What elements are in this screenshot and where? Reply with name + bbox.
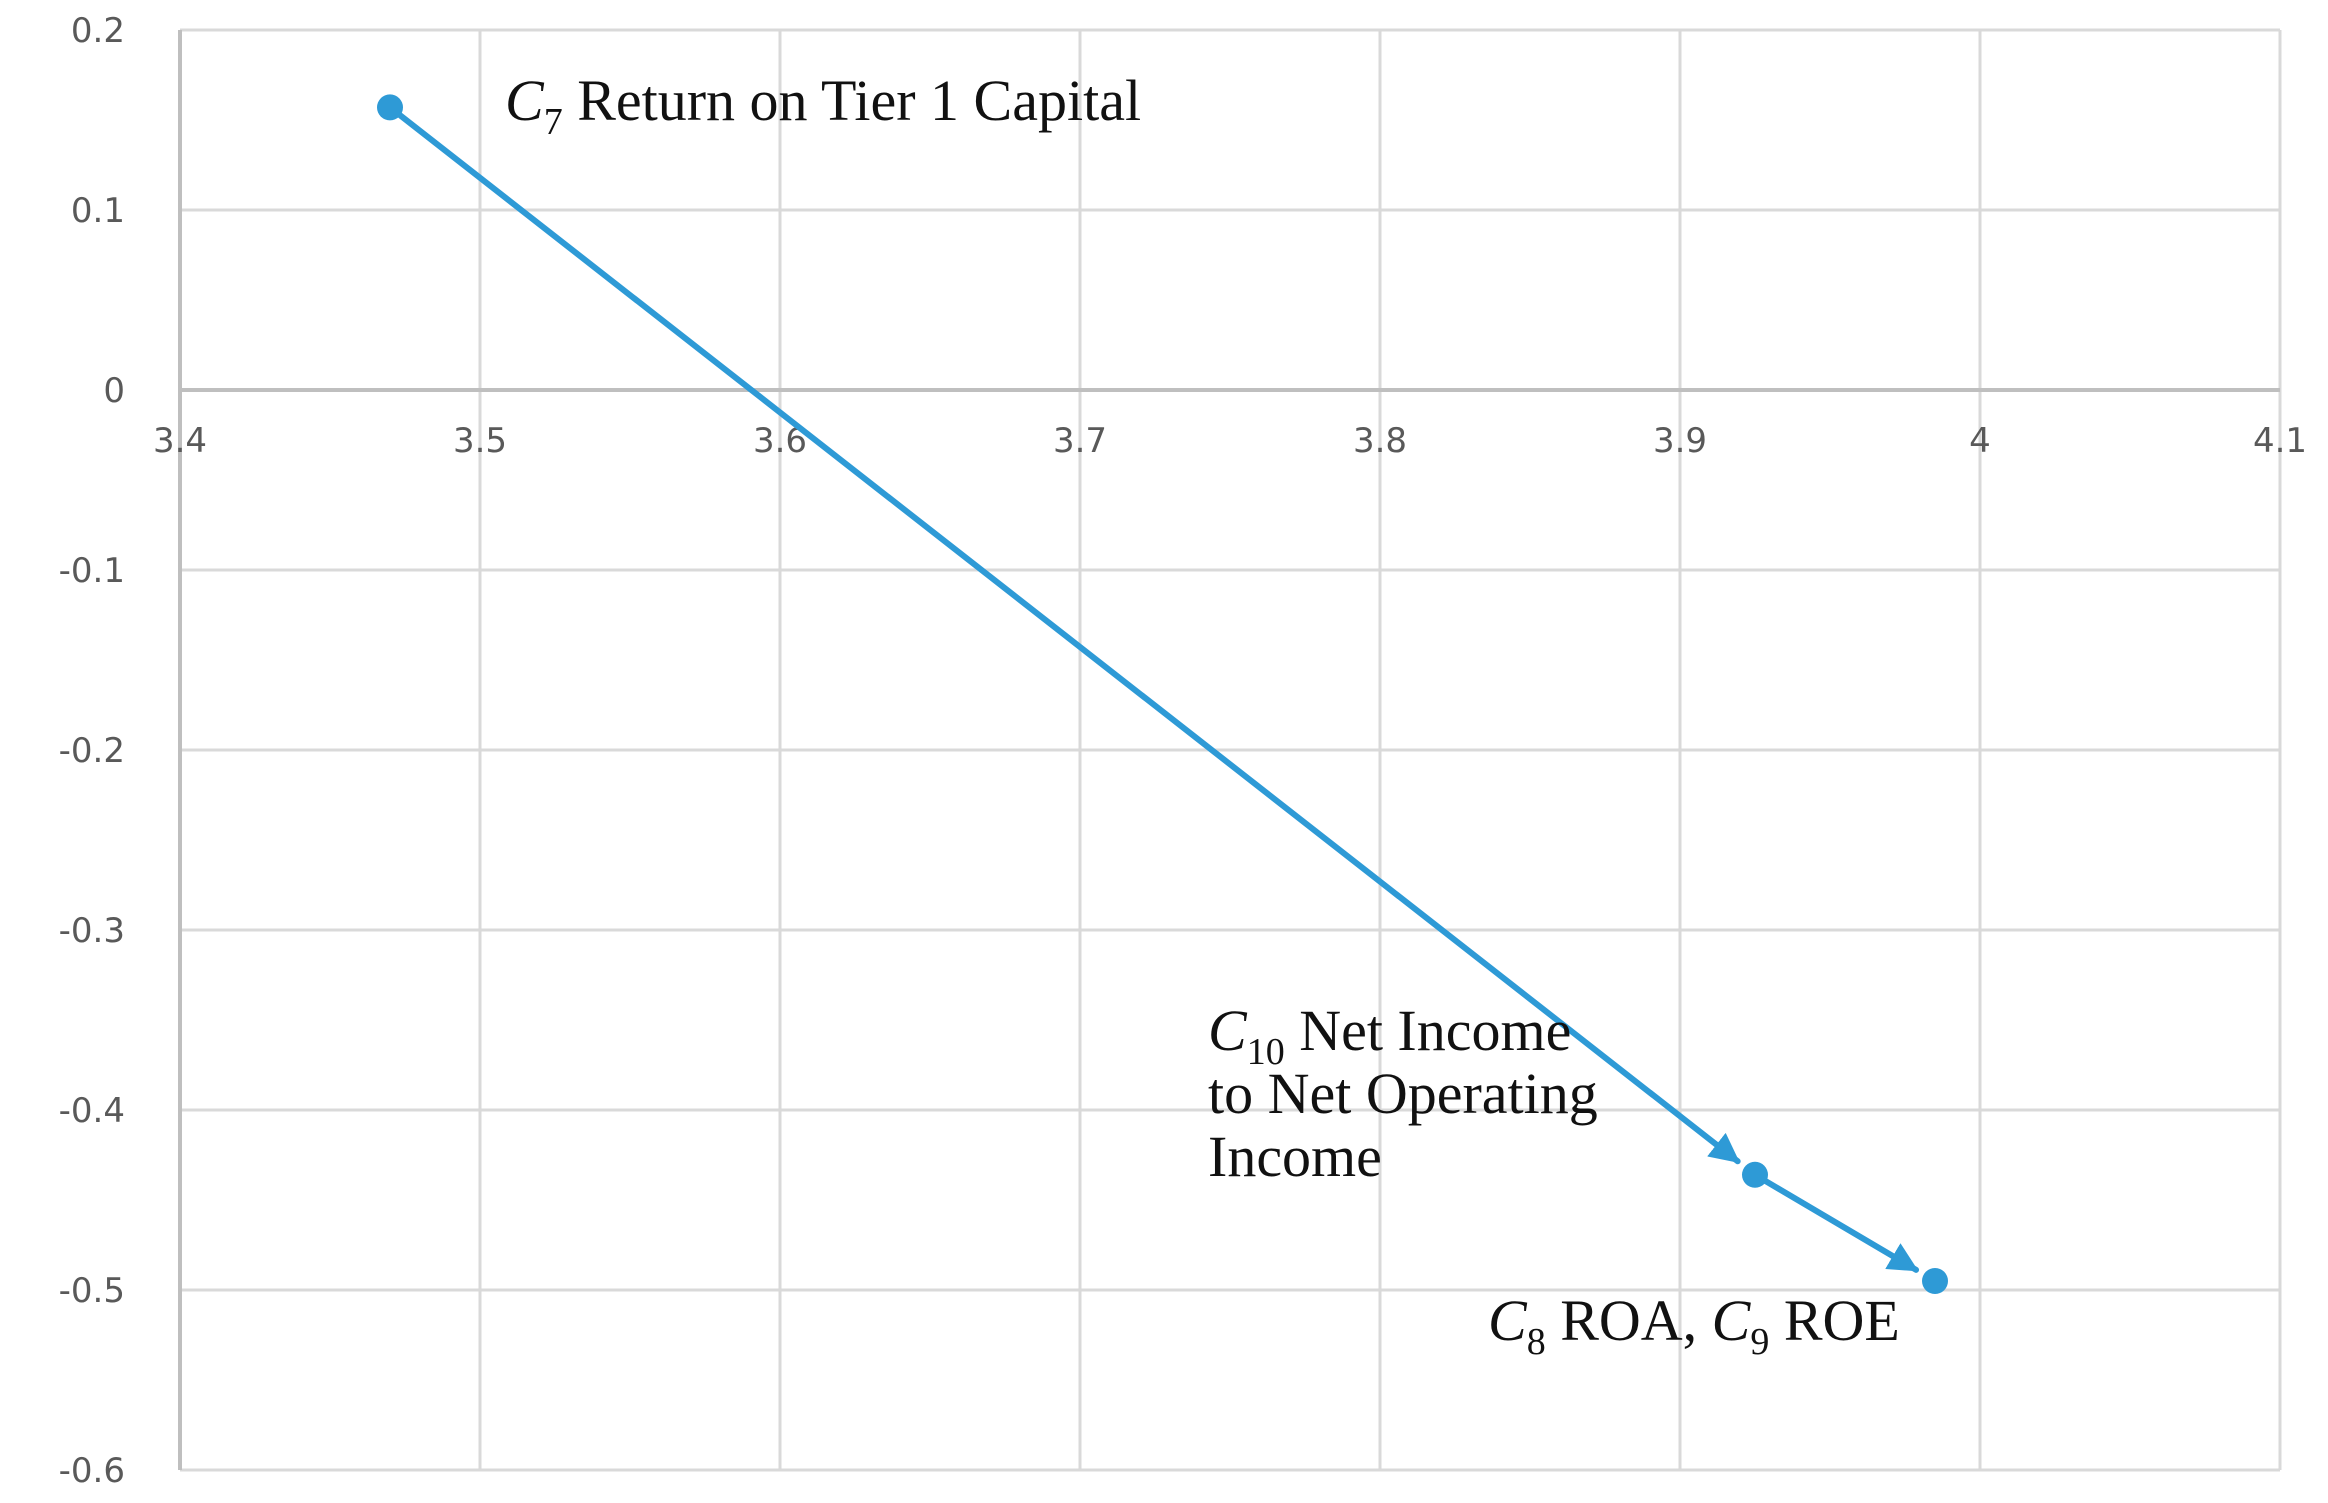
annotation-c9-symbol: C [1712, 1288, 1752, 1353]
annotation-c10-symbol: C [1208, 998, 1248, 1063]
x-tick-labels: 3.4 3.5 3.6 3.7 3.8 3.9 4 4.1 [153, 421, 2307, 461]
data-point [377, 94, 403, 121]
y-tick-label: -0.5 [59, 1271, 125, 1311]
annotation-c10-sub: 10 [1247, 1031, 1285, 1073]
annotation-c10: C10 Net Income [1208, 998, 1571, 1073]
series-line [387, 104, 1920, 1273]
x-tick-label: 4.1 [2253, 421, 2307, 461]
x-tick-label: 3.7 [1053, 421, 1107, 461]
x-tick-label: 3.5 [453, 421, 507, 461]
data-points [377, 94, 1948, 1294]
axes [178, 30, 2280, 1470]
annotation-c8-symbol: C [1488, 1288, 1528, 1353]
annotation-c8-text: ROA, [1546, 1288, 1712, 1353]
x-tick-label: 4 [1969, 421, 1991, 461]
series-segment [1752, 1171, 1920, 1273]
annotation-c8-sub: 8 [1527, 1321, 1546, 1363]
annotation-c7-sub: 7 [544, 101, 563, 143]
y-tick-label: -0.3 [59, 911, 125, 951]
y-tick-label: -0.4 [59, 1091, 125, 1131]
grid [178, 28, 2282, 1472]
annotation-c9-text: ROE [1769, 1288, 1900, 1353]
annotation-c7-symbol: C [505, 68, 545, 133]
x-tick-label: 3.4 [153, 421, 207, 461]
y-tick-label: -0.6 [59, 1451, 125, 1491]
data-point [1742, 1161, 1768, 1188]
series-segment [387, 104, 1741, 1165]
data-point [1922, 1268, 1948, 1294]
annotation-c9-sub: 9 [1750, 1321, 1769, 1363]
annotation-c10-text: Net Income [1285, 998, 1572, 1063]
annotation-c10-line2: to Net Operating [1208, 1061, 1598, 1126]
annotation-c7: C7 Return on Tier 1 Capital [505, 68, 1141, 143]
x-tick-label: 3.8 [1353, 421, 1407, 461]
annotation-c7-text: Return on Tier 1 Capital [563, 68, 1141, 133]
y-tick-label: 0.2 [71, 11, 125, 51]
y-tick-label: -0.1 [59, 551, 125, 591]
y-tick-label: -0.2 [59, 731, 125, 771]
x-tick-label: 3.9 [1653, 421, 1707, 461]
y-tick-label: 0 [103, 371, 125, 411]
y-tick-labels: 0.2 0.1 0 -0.1 -0.2 -0.3 -0.4 -0.5 -0.6 [59, 11, 125, 1491]
annotation-c8-c9: C8 ROA, C9 ROE [1488, 1288, 1900, 1363]
annotation-c10-line3: Income [1208, 1124, 1382, 1189]
y-tick-label: 0.1 [71, 191, 125, 231]
